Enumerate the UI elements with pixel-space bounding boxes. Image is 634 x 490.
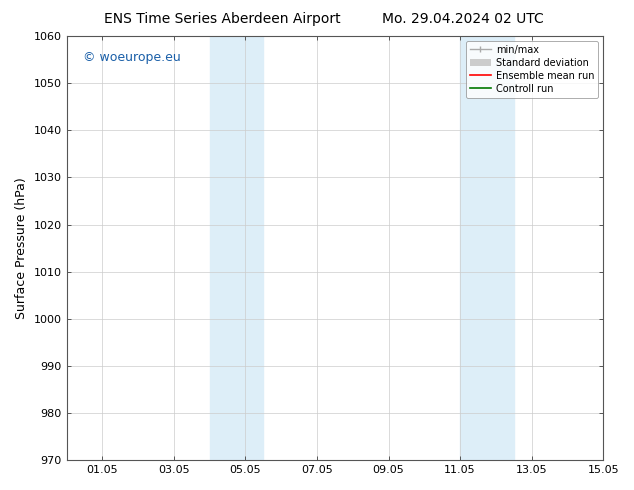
- Text: © woeurope.eu: © woeurope.eu: [82, 51, 181, 64]
- Text: Mo. 29.04.2024 02 UTC: Mo. 29.04.2024 02 UTC: [382, 12, 544, 26]
- Text: ENS Time Series Aberdeen Airport: ENS Time Series Aberdeen Airport: [103, 12, 340, 26]
- Bar: [460, 36, 514, 460]
- Legend: min/max, Standard deviation, Ensemble mean run, Controll run: min/max, Standard deviation, Ensemble me…: [466, 41, 598, 98]
- Y-axis label: Surface Pressure (hPa): Surface Pressure (hPa): [15, 177, 28, 319]
- Bar: [210, 36, 263, 460]
